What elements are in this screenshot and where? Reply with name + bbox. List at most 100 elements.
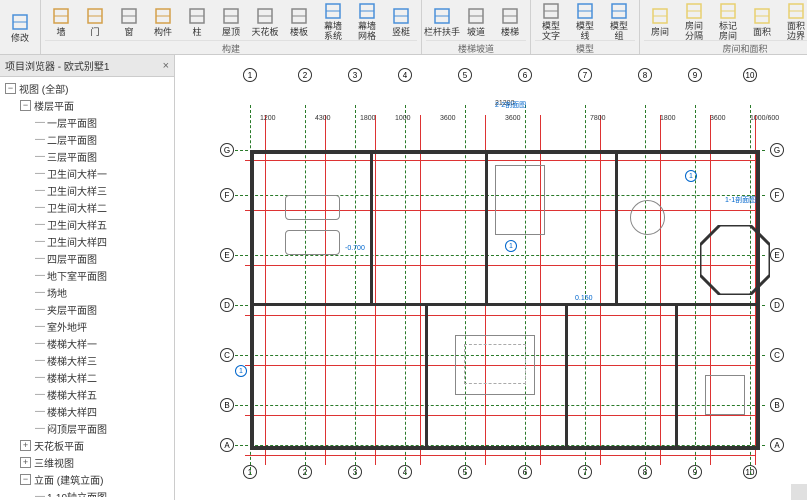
ribbon-button-label: 柱 [192,27,201,37]
tree-item[interactable]: —卫生间大样五 [0,216,174,233]
tree-item[interactable]: —三层平面图 [0,148,174,165]
tree-item[interactable]: —一层平面图 [0,114,174,131]
tree-label: 三层平面图 [47,149,97,164]
text-icon [541,2,561,20]
dimension-text: 3600 [440,115,456,122]
dimension-text: 3600 [710,115,726,122]
ribbon-button-ramp[interactable]: 坡道 [460,2,492,40]
roof-icon [221,6,241,26]
tree-item[interactable]: —楼梯大样四 [0,403,174,420]
ribbon-button-group[interactable]: 模型组 [603,2,635,40]
ribbon-button-room[interactable]: 房间 [644,2,676,40]
ribbon-button-cursor[interactable]: 修改 [4,8,36,46]
tree-item[interactable]: —地下室平面图 [0,267,174,284]
partition-wall [425,305,428,450]
tree-toggle-icon[interactable]: − [20,100,31,111]
tree-dash-icon: — [35,304,45,315]
floor-icon [289,6,309,26]
tree-toggle-icon[interactable]: − [20,474,31,485]
ribbon-group-label: 房间和面积 [644,40,807,55]
tree-dash-icon: — [35,423,45,434]
tree-dash-icon: — [35,355,45,366]
tree-item[interactable]: —夹层平面图 [0,301,174,318]
partition-wall [615,153,618,303]
door-icon [85,6,105,26]
tree-item[interactable]: —楼梯大样五 [0,386,174,403]
ribbon-button-window[interactable]: 窗 [113,2,145,40]
ribbon-button-label: 楼梯 [501,27,519,37]
ribbon-button-mullion[interactable]: 竖梃 [385,2,417,40]
ribbon-button-roof[interactable]: 屋顶 [215,2,247,40]
ribbon-button-curtain[interactable]: 幕墙系统 [317,2,349,40]
tree-dash-icon: — [35,491,45,497]
ribbon-button-label: 天花板 [251,27,278,37]
stair-icon [500,6,520,26]
ribbon-button-line[interactable]: 模型线 [569,2,601,40]
tree-folder[interactable]: −立面 (建筑立面) [0,471,174,488]
tree-label: 室外地坪 [47,319,87,334]
ribbon-button-text[interactable]: 模型文字 [535,2,567,40]
grid-bubble: 3 [348,68,362,82]
tree-item[interactable]: —1-10轴立面图 [0,488,174,497]
ribbon-button-stair[interactable]: 楼梯 [494,2,526,40]
grid-bubble: D [770,298,784,312]
tree-label: 视图 (全部) [19,81,68,96]
tree-label: 1-10轴立面图 [47,489,107,497]
ribbon-button-wall[interactable]: 墙 [45,2,77,40]
grid-bubble: 9 [688,68,702,82]
tree-toggle-icon[interactable]: + [20,440,31,451]
ribbon-button-column[interactable]: 柱 [181,2,213,40]
grid-bubble: A [220,438,234,452]
tree-toggle-icon[interactable]: − [5,83,16,94]
dimension-text: 1000 [395,115,411,122]
bay-window [700,225,770,295]
component-icon [153,6,173,26]
drawing-canvas[interactable]: 1122334455667788991010AABBCCDDEEFFGG1200… [175,55,807,500]
tree-root[interactable]: −视图 (全部) [0,80,174,97]
grid-bubble: G [770,143,784,157]
tree-item[interactable]: —场地 [0,284,174,301]
tree-folder[interactable]: −楼层平面 [0,97,174,114]
tree-label: 天花板平面 [34,438,84,453]
ribbon-button-label: 房间分隔 [685,21,703,41]
tree-label: 卫生间大样三 [47,183,107,198]
tree-folder[interactable]: +天花板平面 [0,437,174,454]
ribbon-group: 修改 [0,0,41,54]
tree-item[interactable]: —闷顶层平面图 [0,420,174,437]
tree-label: 卫生间大样五 [47,217,107,232]
ribbon-button-floor[interactable]: 楼板 [283,2,315,40]
tree-item[interactable]: —四层平面图 [0,250,174,267]
ribbon-button-ceiling[interactable]: 天花板 [249,2,281,40]
tree-item[interactable]: —楼梯大样三 [0,352,174,369]
partition-wall [675,305,678,450]
dimension-text: 1800 [360,115,376,122]
grid-bubble: C [220,348,234,362]
tree-item[interactable]: —楼梯大样二 [0,369,174,386]
ribbon-button-railing[interactable]: 栏杆扶手 [426,2,458,40]
ribbon-button-door[interactable]: 门 [79,2,111,40]
tree-item[interactable]: —卫生间大样一 [0,165,174,182]
ribbon-button-label: 面积边界 [787,21,805,41]
ribbon-button-grid[interactable]: 幕墙网格 [351,2,383,40]
tree-item[interactable]: —卫生间大样二 [0,199,174,216]
tree-folder[interactable]: +三维视图 [0,454,174,471]
ribbon-button-areasep[interactable]: 面积边界 [780,2,807,40]
tree-item[interactable]: —楼梯大样一 [0,335,174,352]
ribbon-button-area[interactable]: 面积 [746,2,778,40]
tree-dash-icon: — [35,151,45,162]
dimension-text: 4300 [315,115,331,122]
ribbon-button-tag[interactable]: 标记房间 [712,2,744,40]
grid-bubble: E [220,248,234,262]
ribbon-button-label: 屋顶 [222,27,240,37]
tree-dash-icon: — [35,406,45,417]
tree-toggle-icon[interactable]: + [20,457,31,468]
annotation-text: 1-1剖面图 [725,195,756,205]
tree-item[interactable]: —卫生间大样四 [0,233,174,250]
ribbon-button-roomsep[interactable]: 房间分隔 [678,2,710,40]
close-icon[interactable]: × [163,60,169,72]
ribbon-button-component[interactable]: 构件 [147,2,179,40]
tree-label: 场地 [47,285,67,300]
tree-item[interactable]: —室外地坪 [0,318,174,335]
tree-item[interactable]: —二层平面图 [0,131,174,148]
tree-item[interactable]: —卫生间大样三 [0,182,174,199]
